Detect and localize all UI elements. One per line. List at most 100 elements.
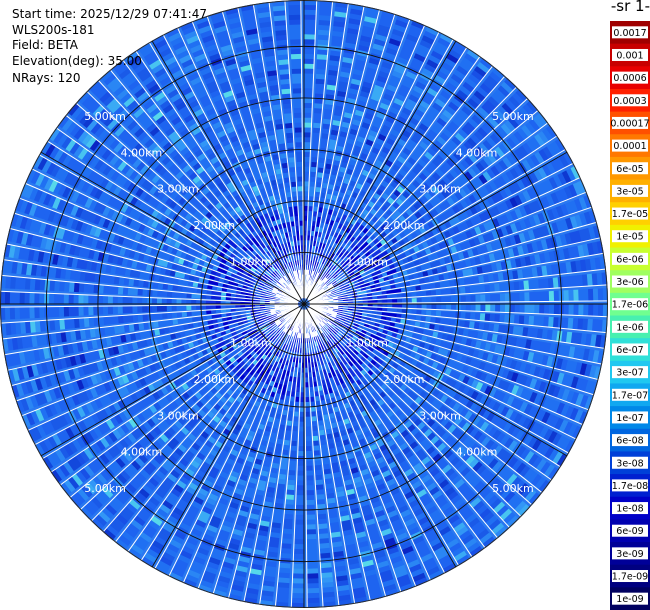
radar-gate bbox=[325, 280, 331, 286]
radar-gate bbox=[304, 166, 310, 172]
radar-gate bbox=[304, 63, 315, 69]
radar-gate bbox=[387, 42, 400, 52]
radar-gate bbox=[341, 248, 347, 254]
radar-ray bbox=[308, 193, 598, 303]
radar-gate bbox=[295, 509, 304, 516]
radar-gate bbox=[335, 227, 342, 234]
radar-gate bbox=[500, 304, 506, 313]
radar-gate bbox=[593, 304, 599, 317]
radar-gate bbox=[503, 186, 513, 198]
radar-gate bbox=[515, 110, 528, 123]
radar-gate bbox=[421, 297, 427, 303]
radar-gate bbox=[438, 202, 448, 212]
radar-gate bbox=[375, 269, 382, 276]
radar-gate bbox=[500, 123, 513, 136]
radar-gate bbox=[323, 172, 331, 179]
radar-gate bbox=[402, 129, 412, 139]
radar-gate bbox=[381, 10, 395, 19]
radar-gate bbox=[451, 136, 463, 147]
radar-gate bbox=[312, 445, 320, 452]
radar-gate bbox=[315, 256, 319, 262]
radar-gate bbox=[308, 205, 314, 212]
radar-gate bbox=[334, 154, 342, 162]
radar-gate bbox=[460, 295, 467, 303]
radar-gate bbox=[305, 446, 312, 452]
radar-gate bbox=[341, 242, 347, 248]
radar-gate bbox=[568, 304, 575, 316]
radar-gate bbox=[413, 52, 427, 63]
radar-gate bbox=[369, 268, 376, 274]
radar-gate bbox=[304, 4, 317, 11]
radar-gate bbox=[418, 158, 428, 168]
radar-gate bbox=[421, 291, 427, 297]
radar-gate bbox=[534, 291, 540, 302]
radar-gate bbox=[430, 290, 437, 296]
radar-gate bbox=[347, 240, 353, 247]
radar-gate bbox=[398, 51, 412, 61]
radar-gate bbox=[306, 578, 319, 584]
radar-gate bbox=[376, 111, 386, 120]
radar-gate bbox=[305, 421, 311, 427]
radar-gate bbox=[390, 74, 402, 84]
radar-gate bbox=[305, 485, 314, 491]
radar-gate bbox=[295, 500, 304, 506]
radar-gate bbox=[304, 92, 313, 99]
radar-gate bbox=[361, 30, 374, 38]
radar-gate bbox=[464, 171, 474, 182]
radar-gate bbox=[524, 304, 530, 314]
radar-gate bbox=[319, 152, 327, 159]
radar-gate bbox=[387, 299, 393, 304]
radar-gate bbox=[470, 179, 480, 190]
radar-gate bbox=[386, 209, 394, 217]
radar-gate bbox=[543, 291, 550, 302]
radar-gate bbox=[499, 188, 509, 200]
radar-gate bbox=[544, 179, 554, 192]
radar-gate bbox=[481, 103, 493, 115]
radar-gate bbox=[443, 57, 457, 68]
radar-gate bbox=[343, 231, 349, 238]
radar-gate bbox=[521, 159, 533, 172]
radar-gate bbox=[316, 68, 327, 75]
radar-gate bbox=[388, 37, 402, 47]
radar-gate bbox=[421, 34, 435, 45]
radar-gate bbox=[441, 61, 454, 73]
radar-gate bbox=[310, 171, 317, 178]
radar-gate bbox=[480, 186, 490, 197]
radar-gate bbox=[433, 139, 444, 150]
radar-gate bbox=[326, 193, 333, 200]
radar-gate bbox=[352, 277, 358, 282]
radar-gate bbox=[380, 14, 394, 24]
radar-gate bbox=[349, 255, 355, 261]
radar-gate bbox=[338, 135, 347, 143]
radar-gate bbox=[331, 265, 337, 271]
radar-gate bbox=[350, 236, 356, 243]
radar-gate bbox=[413, 85, 425, 95]
radar-gate bbox=[321, 128, 330, 135]
radar-gate bbox=[494, 162, 505, 174]
radar-gate bbox=[306, 553, 318, 560]
radar-gate bbox=[346, 216, 353, 223]
radar-gate bbox=[470, 94, 483, 106]
radar-gate bbox=[324, 260, 329, 266]
radar-gate bbox=[305, 431, 311, 437]
radar-gate bbox=[473, 90, 486, 102]
radar-gate bbox=[364, 112, 375, 121]
radar-gate bbox=[487, 208, 497, 219]
radar-gate bbox=[319, 257, 324, 264]
radar-gate bbox=[407, 121, 418, 131]
radar-gate bbox=[401, 79, 414, 89]
radar-gate bbox=[304, 185, 309, 192]
radar-gate bbox=[305, 465, 313, 472]
radar-gate bbox=[318, 14, 332, 21]
radar-gate bbox=[323, 118, 332, 125]
radar-gate bbox=[544, 304, 550, 315]
radar-gate bbox=[430, 143, 441, 154]
radar-gate bbox=[380, 257, 387, 264]
radar-gate bbox=[419, 141, 430, 151]
radar-gate bbox=[320, 247, 325, 254]
radar-gate bbox=[421, 155, 431, 165]
radar-gate bbox=[356, 241, 363, 248]
radar-gate bbox=[331, 272, 337, 278]
radar-gate bbox=[323, 248, 328, 255]
radar-gate bbox=[370, 93, 382, 102]
